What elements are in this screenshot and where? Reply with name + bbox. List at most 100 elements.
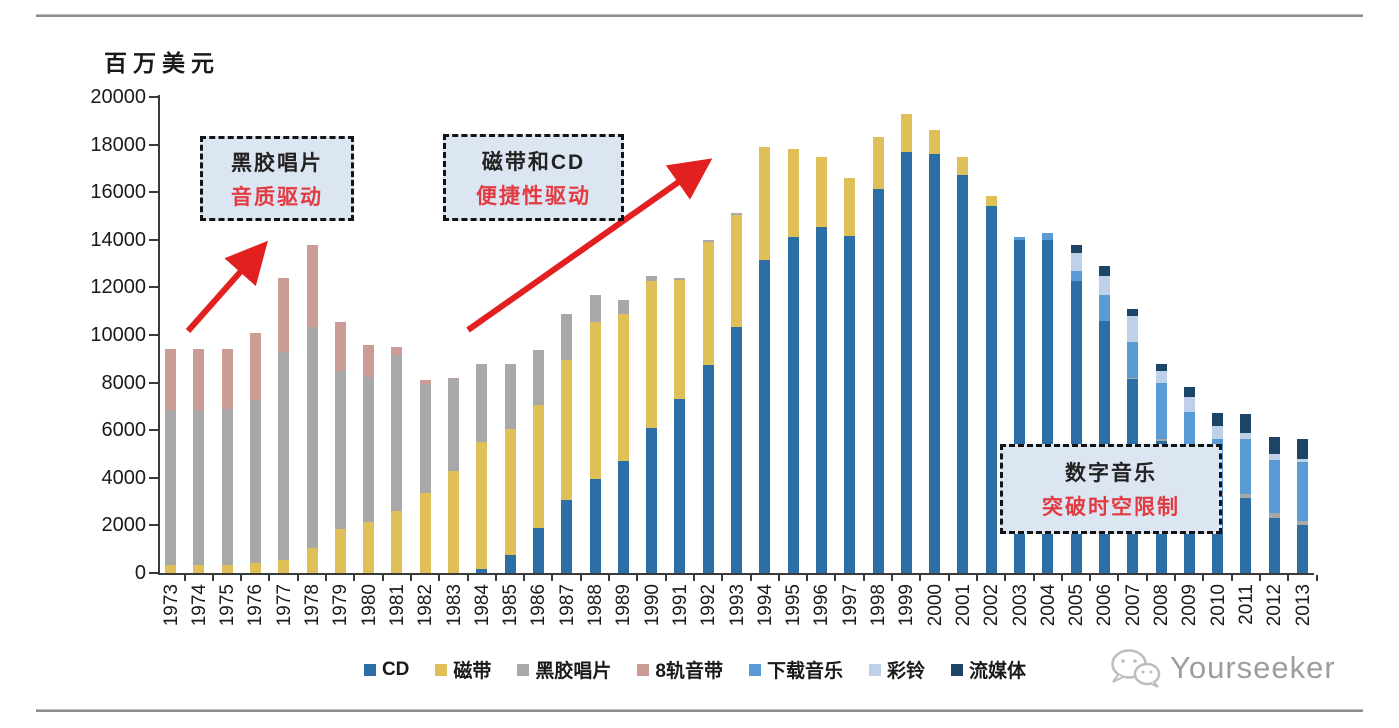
y-tick xyxy=(149,429,158,432)
watermark-text: Yourseeker xyxy=(1170,650,1336,685)
bar-1994-磁带 xyxy=(759,146,771,261)
x-tick xyxy=(862,575,865,581)
bar-2009-下载音乐 xyxy=(1183,412,1195,461)
bar-2002-磁带 xyxy=(985,195,997,207)
x-tick xyxy=(579,575,582,581)
x-year-label-1974: 1974 xyxy=(188,584,210,627)
x-tick xyxy=(1230,575,1233,581)
bar-1990-磁带 xyxy=(646,281,658,429)
x-tick xyxy=(381,575,384,581)
legend-item-0: CD xyxy=(363,656,410,683)
x-year-label-1988: 1988 xyxy=(585,584,606,627)
wechat-icon xyxy=(1111,649,1161,688)
bar-2011-流媒体 xyxy=(1240,414,1252,434)
bar-2011-黑胶唱片 xyxy=(1240,493,1252,498)
bar-2006-彩铃 xyxy=(1098,275,1110,295)
bar-1990-黑胶唱片 xyxy=(646,275,658,282)
bar-1997-CD xyxy=(844,235,856,573)
x-year-label-1979: 1979 xyxy=(330,584,352,627)
bar-2011-CD xyxy=(1240,497,1252,573)
y-tick-label: 6000 xyxy=(101,419,147,442)
x-tick xyxy=(325,575,327,581)
bar-1986-黑胶唱片 xyxy=(532,349,544,406)
bar-1977-磁带 xyxy=(278,559,290,573)
bar-1974-磁带 xyxy=(193,564,205,573)
legend-swatch-0 xyxy=(363,663,376,676)
bar-1995-磁带 xyxy=(787,149,799,238)
x-year-label-2013: 2013 xyxy=(1292,584,1314,627)
y-tick xyxy=(149,572,158,574)
legend-item-4: 下载音乐 xyxy=(749,656,843,683)
bar-2008-下载音乐 xyxy=(1155,383,1167,440)
bar-1978-黑胶唱片 xyxy=(306,327,318,548)
x-year-label-1992: 1992 xyxy=(698,584,720,627)
y-tick-label: 18000 xyxy=(90,133,146,156)
x-year-label-2001: 2001 xyxy=(952,584,974,627)
annotation-title: 磁带和CD xyxy=(481,150,586,174)
legend-label-5: 彩铃 xyxy=(887,661,926,682)
bar-1978-磁带 xyxy=(306,548,318,573)
bar-2005-CD xyxy=(1070,281,1082,573)
bar-1983-磁带 xyxy=(448,470,459,573)
x-tick xyxy=(268,575,271,581)
x-year-label-1995: 1995 xyxy=(783,584,805,627)
annotation-subtitle: 便捷性驱动 xyxy=(476,184,591,208)
bar-2010-彩铃 xyxy=(1212,425,1224,440)
bar-1983-黑胶唱片 xyxy=(448,379,459,471)
y-tick-label: 10000 xyxy=(90,324,146,346)
bar-1995-CD xyxy=(787,237,799,573)
bar-1985-黑胶唱片 xyxy=(504,364,516,429)
x-tick xyxy=(1315,575,1318,581)
legend-item-5: 彩铃 xyxy=(869,656,925,683)
bar-1981-磁带 xyxy=(391,511,403,573)
y-tick-label: 14000 xyxy=(90,228,146,251)
y-tick-label: 16000 xyxy=(90,181,146,204)
x-year-label-1994: 1994 xyxy=(754,584,776,627)
bar-1980-8轨音带 xyxy=(363,344,375,378)
bar-2012-彩铃 xyxy=(1268,453,1280,461)
x-year-label-2010: 2010 xyxy=(1207,584,1229,627)
y-tick-label: 12000 xyxy=(90,276,146,299)
bar-1978-8轨音带 xyxy=(306,244,318,328)
bar-1989-黑胶唱片 xyxy=(617,300,629,314)
x-year-label-1973: 1973 xyxy=(160,584,182,627)
legend-item-1: 磁带 xyxy=(435,656,491,683)
bar-1993-CD xyxy=(731,327,742,573)
x-year-label-1975: 1975 xyxy=(217,584,239,627)
bar-1984-CD xyxy=(476,568,488,573)
y-tick xyxy=(149,238,158,241)
x-year-label-1982: 1982 xyxy=(415,584,437,627)
x-tick xyxy=(749,575,752,581)
bar-1987-CD xyxy=(561,500,573,573)
x-tick xyxy=(1174,575,1176,581)
x-year-label-1987: 1987 xyxy=(556,584,578,627)
bar-1980-黑胶唱片 xyxy=(363,377,375,522)
bar-2012-CD xyxy=(1268,517,1280,573)
legend-item-2: 黑胶唱片 xyxy=(517,656,611,683)
x-tick xyxy=(1145,575,1148,581)
y-tick xyxy=(149,334,158,336)
bar-1976-8轨音带 xyxy=(249,332,261,400)
x-year-label-1998: 1998 xyxy=(868,584,889,627)
y-tick-label: 20000 xyxy=(90,86,146,108)
bar-2006-流媒体 xyxy=(1098,266,1110,276)
bar-2012-黑胶唱片 xyxy=(1268,512,1280,518)
y-axis-unit-label: 百万美元 xyxy=(104,50,220,76)
x-tick xyxy=(1032,575,1035,581)
x-tick xyxy=(1258,575,1261,581)
legend-label-1: 磁带 xyxy=(453,661,492,682)
x-tick xyxy=(1117,575,1120,581)
legend-label-4: 下载音乐 xyxy=(767,661,844,682)
bar-2000-磁带 xyxy=(929,130,941,155)
bar-1999-磁带 xyxy=(900,113,912,152)
x-tick xyxy=(608,575,610,581)
x-year-label-1978: 1978 xyxy=(302,584,323,627)
x-year-label-2006: 2006 xyxy=(1094,584,1116,627)
x-tick xyxy=(1287,575,1290,581)
x-tick xyxy=(975,575,978,581)
bar-1976-磁带 xyxy=(249,563,261,573)
legend-label-0: CD xyxy=(381,658,410,680)
bar-1979-黑胶唱片 xyxy=(334,371,346,529)
x-tick xyxy=(636,575,639,581)
bar-1973-8轨音带 xyxy=(165,349,176,410)
